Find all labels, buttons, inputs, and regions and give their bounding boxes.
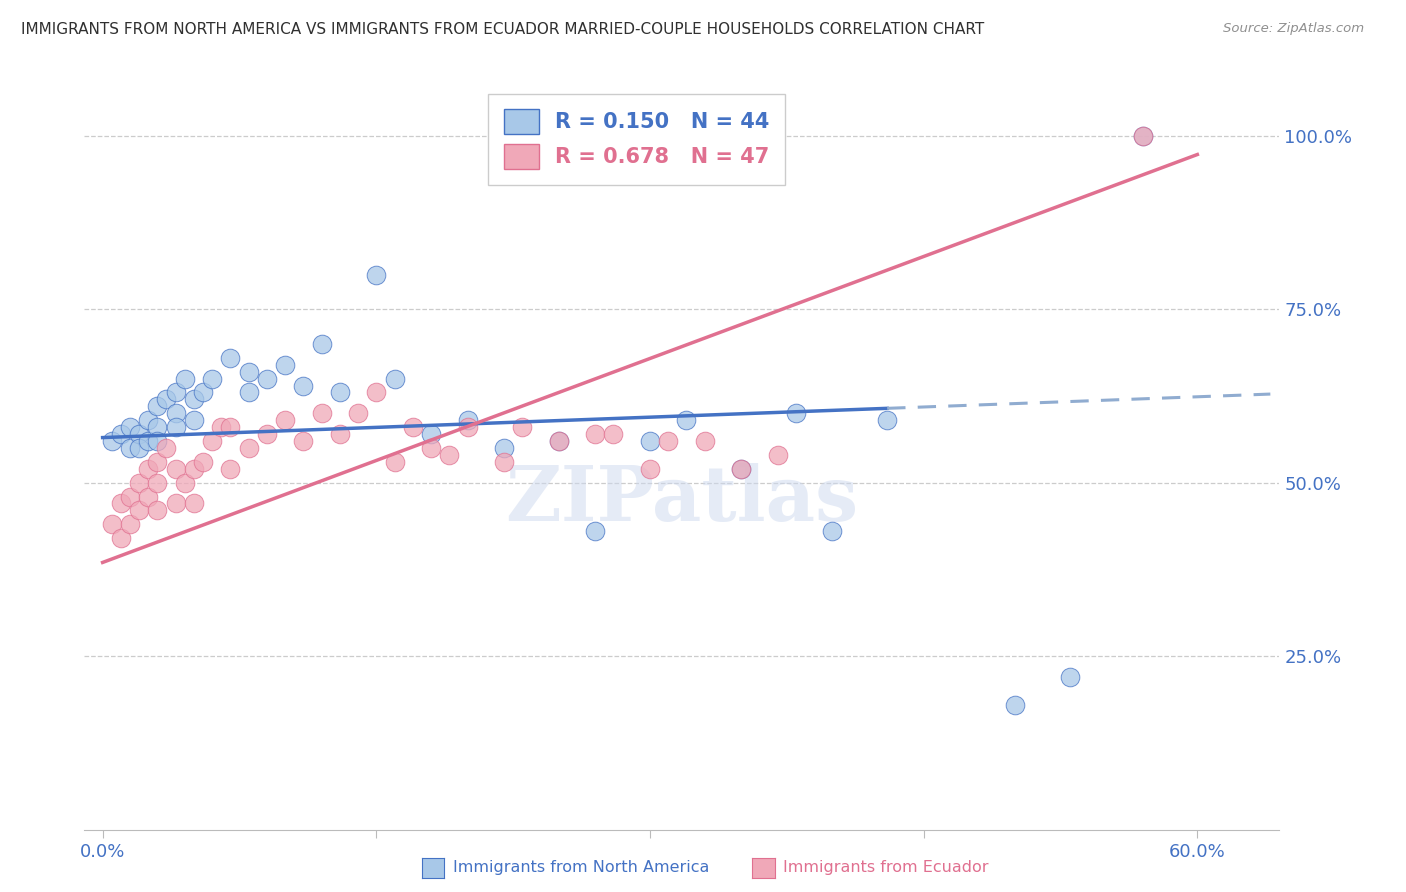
Point — [183, 392, 205, 407]
Point — [165, 420, 187, 434]
Point — [238, 385, 260, 400]
Point — [128, 475, 150, 490]
Point — [457, 413, 479, 427]
Point — [219, 420, 242, 434]
Point — [155, 392, 177, 407]
Point — [146, 434, 169, 448]
Text: Source: ZipAtlas.com: Source: ZipAtlas.com — [1223, 22, 1364, 36]
Point — [547, 434, 569, 448]
Point — [730, 462, 752, 476]
Point — [1132, 128, 1154, 143]
Point — [693, 434, 716, 448]
Point — [136, 462, 159, 476]
Point — [420, 427, 443, 442]
Point — [146, 503, 169, 517]
Point — [136, 490, 159, 504]
Point — [173, 371, 195, 385]
Point — [384, 371, 406, 385]
Point — [118, 420, 141, 434]
Point — [510, 420, 533, 434]
Point — [583, 427, 606, 442]
Point — [730, 462, 752, 476]
Point — [128, 503, 150, 517]
Point — [165, 462, 187, 476]
Point — [602, 427, 624, 442]
Point — [100, 434, 122, 448]
Point — [785, 406, 807, 420]
Point — [366, 268, 388, 282]
Point — [118, 517, 141, 532]
Point — [201, 371, 224, 385]
Point — [238, 365, 260, 379]
Point — [110, 531, 132, 545]
Point — [165, 496, 187, 510]
Point — [274, 358, 297, 372]
Text: ZIPatlas: ZIPatlas — [505, 463, 859, 537]
Point — [238, 441, 260, 455]
Point — [1059, 670, 1081, 684]
Point — [492, 455, 515, 469]
Point — [256, 427, 278, 442]
Point — [492, 441, 515, 455]
Point — [136, 434, 159, 448]
Point — [1132, 128, 1154, 143]
Point — [292, 434, 315, 448]
Text: Immigrants from North America: Immigrants from North America — [453, 861, 709, 875]
Point — [547, 434, 569, 448]
Point — [191, 385, 214, 400]
Point — [439, 448, 461, 462]
Point — [146, 475, 169, 490]
Legend: R = 0.150   N = 44, R = 0.678   N = 47: R = 0.150 N = 44, R = 0.678 N = 47 — [488, 94, 785, 185]
Point — [219, 462, 242, 476]
Point — [657, 434, 679, 448]
Point — [209, 420, 232, 434]
Point — [384, 455, 406, 469]
Point — [183, 462, 205, 476]
Point — [766, 448, 789, 462]
Point — [155, 441, 177, 455]
Point — [201, 434, 224, 448]
Point — [457, 420, 479, 434]
Point — [311, 406, 333, 420]
Point — [329, 385, 352, 400]
Point — [256, 371, 278, 385]
Point — [420, 441, 443, 455]
Point — [274, 413, 297, 427]
Point — [583, 524, 606, 539]
Text: Immigrants from Ecuador: Immigrants from Ecuador — [783, 861, 988, 875]
Point — [191, 455, 214, 469]
Point — [165, 385, 187, 400]
Point — [146, 455, 169, 469]
Point — [165, 406, 187, 420]
Point — [128, 427, 150, 442]
Point — [292, 378, 315, 392]
Point — [146, 420, 169, 434]
Point — [100, 517, 122, 532]
Point — [183, 496, 205, 510]
Point — [638, 462, 661, 476]
Point — [311, 337, 333, 351]
Point — [329, 427, 352, 442]
Point — [821, 524, 844, 539]
Point — [136, 413, 159, 427]
Point — [128, 441, 150, 455]
Point — [110, 427, 132, 442]
Point — [1004, 698, 1026, 712]
Point — [110, 496, 132, 510]
Point — [347, 406, 370, 420]
Point — [675, 413, 697, 427]
Point — [118, 441, 141, 455]
Point — [366, 385, 388, 400]
Text: IMMIGRANTS FROM NORTH AMERICA VS IMMIGRANTS FROM ECUADOR MARRIED-COUPLE HOUSEHOL: IMMIGRANTS FROM NORTH AMERICA VS IMMIGRA… — [21, 22, 984, 37]
Point — [219, 351, 242, 365]
Point — [183, 413, 205, 427]
Point — [118, 490, 141, 504]
Point — [173, 475, 195, 490]
Point — [402, 420, 425, 434]
Point — [876, 413, 898, 427]
Point — [638, 434, 661, 448]
Point — [146, 400, 169, 414]
